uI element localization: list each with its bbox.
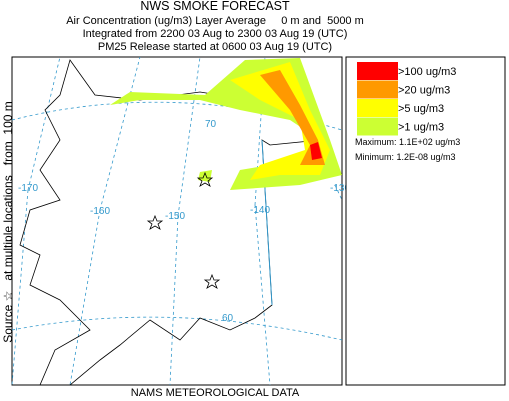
- smoke: [110, 58, 342, 190]
- graticule-label: -150: [165, 211, 185, 222]
- sources: [146, 171, 221, 289]
- map: -170 -160 -150 -140 -130 70 60: [11, 56, 350, 386]
- legend-label: >1 ug/m3: [398, 122, 444, 134]
- graticule-label: -170: [18, 183, 38, 194]
- legend-label: >20 ug/m3: [398, 85, 450, 97]
- legend-swatch: [357, 117, 398, 136]
- graticule-label: 60: [222, 313, 234, 324]
- subtitle: Air Concentration (ug/m3) Layer Average …: [66, 15, 364, 27]
- graticule-label: -130: [330, 183, 350, 194]
- legend-stat: Maximum: 1.1E+02 ug/m3: [355, 137, 460, 147]
- legend-label: >5 ug/m3: [398, 103, 444, 115]
- smoke-area: [230, 62, 330, 180]
- legend-stat: Minimum: 1.2E-08 ug/m3: [355, 152, 456, 162]
- legend-swatch: [357, 62, 398, 80]
- smoke-area: [310, 142, 322, 160]
- graticule-label: 70: [205, 119, 217, 130]
- legend-swatch: [357, 80, 398, 99]
- title: NWS SMOKE FORECAST: [140, 0, 290, 13]
- smoke-area: [260, 70, 325, 165]
- legend: Maximum: 1.1E+02 ug/m3 Minimum: 1.2E-08 …: [345, 56, 506, 386]
- graticule-label: -140: [250, 205, 270, 216]
- subtitle: PM25 Release started at 0600 03 Aug 19 (…: [98, 41, 332, 53]
- subtitle: Integrated from 2200 03 Aug to 2300 03 A…: [83, 28, 348, 40]
- legend-swatch: [357, 99, 398, 117]
- smoke-area: [198, 170, 212, 182]
- graticule-label: -160: [90, 206, 110, 217]
- legend-label: >100 ug/m3: [398, 66, 456, 78]
- footer: NAMS METEOROLOGICAL DATA: [131, 387, 300, 399]
